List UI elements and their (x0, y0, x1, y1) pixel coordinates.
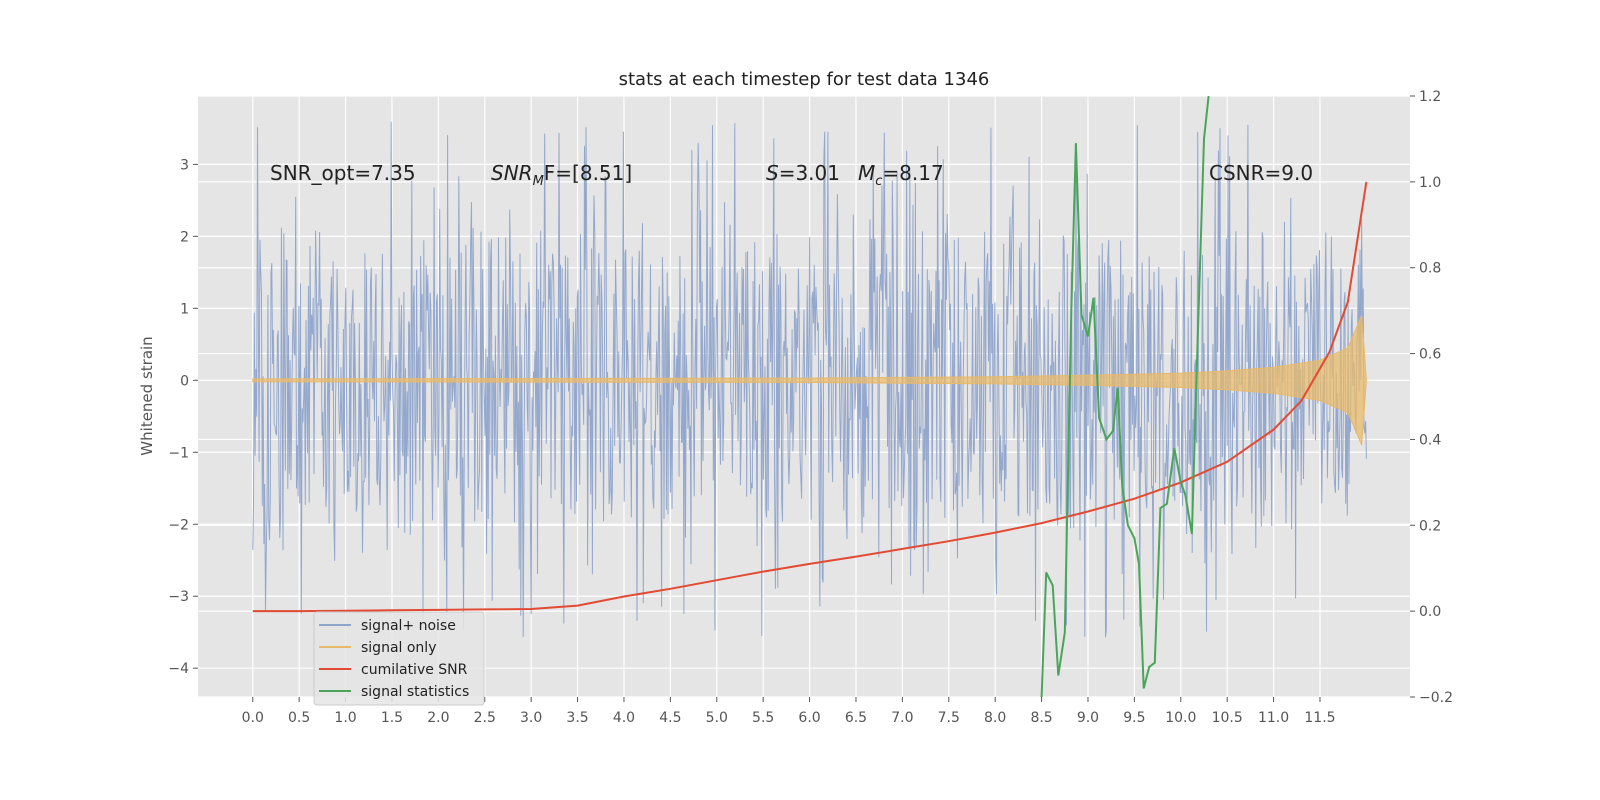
x-tick-label: 8.5 (1030, 710, 1052, 726)
x-tick-label: 11.0 (1258, 710, 1289, 726)
annotation-mc: Mc=8.17 (858, 161, 944, 189)
x-tick-label: 7.5 (938, 710, 960, 726)
y-tick-label: 0 (180, 373, 189, 389)
plot-area (252, 96, 1368, 697)
series-signal-only (252, 315, 1367, 446)
legend-label-noise: signal+ noise (361, 618, 456, 634)
x-tick-label: 1.0 (334, 710, 356, 726)
y2-tick-label: 0.6 (1419, 347, 1441, 363)
annotation-snr-mf-symbol: SNR (491, 161, 533, 185)
x-tick-label: 3.5 (566, 710, 588, 726)
legend-label-stats: signal statistics (361, 684, 469, 700)
y2-tick-label: 1.2 (1419, 89, 1441, 105)
y2-tick-label: 0.0 (1419, 604, 1441, 620)
x-tick-label: 1.5 (381, 710, 403, 726)
annotation-mc-subscript: c (875, 174, 882, 189)
x-tick-label: 4.5 (659, 710, 681, 726)
annotation-s-value: =3.01 (779, 161, 840, 185)
x-tick-label: 10.5 (1212, 710, 1243, 726)
x-tick-label: 8.0 (984, 710, 1006, 726)
x-tick-label: 7.0 (891, 710, 913, 726)
x-tick-label: 5.5 (752, 710, 774, 726)
y-axis-left: 3 2 1 0 −1 −2 −3 −4 (168, 157, 198, 677)
series-cumulative-snr (252, 181, 1368, 613)
legend-label-snr: cumilative SNR (361, 662, 468, 678)
x-tick-label: 4.0 (613, 710, 635, 726)
x-tick-label: 11.5 (1304, 710, 1335, 726)
y-tick-label: −4 (168, 661, 189, 677)
y-tick-label: 3 (180, 157, 189, 173)
x-tick-label: 3.0 (520, 710, 542, 726)
y2-tick-label: 0.2 (1419, 518, 1441, 534)
y2-tick-label: 0.8 (1419, 261, 1441, 277)
legend-box (313, 611, 485, 706)
annotation-csnr: CSNR=9.0 (1209, 161, 1313, 185)
x-tick-label: 9.5 (1123, 710, 1145, 726)
series-signal-noise (252, 121, 1367, 638)
x-tick-label: 10.0 (1165, 710, 1196, 726)
annotation-mc-value: =8.17 (882, 161, 943, 185)
x-tick-label: 6.0 (798, 710, 820, 726)
chart-title: stats at each timestep for test data 134… (619, 69, 990, 90)
y2-tick-label: −0.2 (1419, 690, 1453, 706)
legend: signal+ noise signal only cumilative SNR… (313, 611, 485, 706)
y-tick-label: 1 (180, 301, 189, 317)
annotation-snr-opt: SNR_opt=7.35 (270, 161, 416, 185)
annotation-snr-mf: SNRMF=[8.51] (491, 161, 632, 189)
x-tick-label: 2.5 (474, 710, 496, 726)
annotation-mc-symbol: M (858, 161, 875, 185)
annotation-snr-mf-value: F=[8.51] (544, 161, 632, 185)
y2-tick-label: 1.0 (1419, 175, 1441, 191)
x-tick-label: 9.0 (1077, 710, 1099, 726)
series-signal-statistics (1040, 96, 1210, 697)
annotation-s: S=3.01 (766, 161, 840, 185)
y-tick-label: −3 (168, 589, 189, 605)
x-tick-label: 0.5 (288, 710, 310, 726)
y2-tick-label: 0.4 (1419, 432, 1441, 448)
y-tick-label: 2 (180, 229, 189, 245)
x-tick-label: 2.0 (427, 710, 449, 726)
y-tick-label: −1 (168, 445, 189, 461)
y-axis-label: Whitened strain (138, 336, 156, 455)
x-tick-label: 0.0 (242, 710, 264, 726)
legend-label-signal: signal only (361, 640, 436, 656)
annotation-s-symbol: S (766, 161, 779, 185)
x-axis: 0.0 0.5 1.0 1.5 2.0 2.5 3.0 3.5 4.0 4.5 5.0 5.5 6.0 6… (242, 697, 1336, 726)
x-tick-label: 5.0 (706, 710, 728, 726)
y-axis-right: 1.2 1.0 0.8 0.6 0.4 0.2 0.0 −0.2 (1410, 89, 1453, 706)
y-tick-label: −2 (168, 517, 189, 533)
annotation-snr-mf-subscript: M (533, 174, 544, 189)
x-tick-label: 6.5 (845, 710, 867, 726)
